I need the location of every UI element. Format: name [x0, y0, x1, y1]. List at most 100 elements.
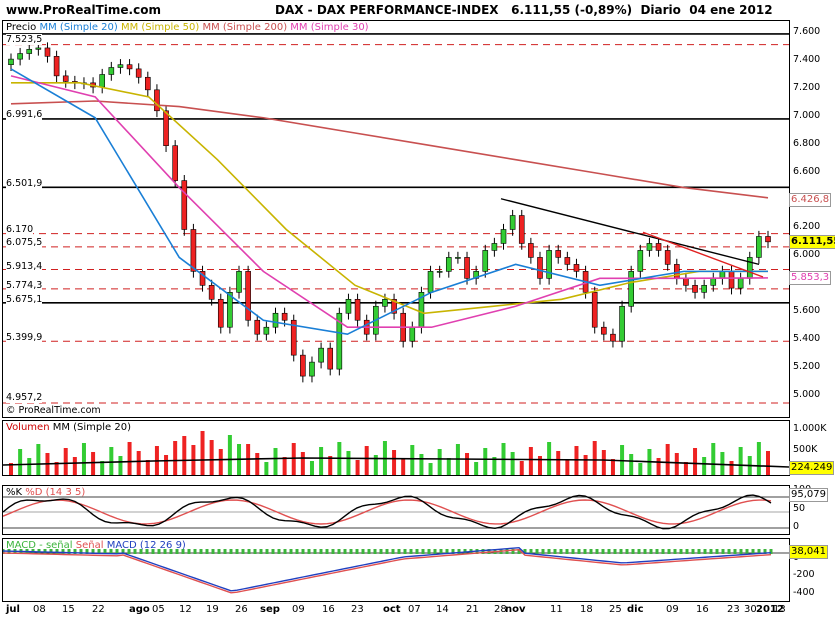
macd-histogram-bar [595, 549, 599, 554]
macd-histogram-bar [121, 549, 125, 554]
candle-body [427, 271, 434, 293]
x-tick-label: jul [6, 604, 20, 615]
last-price-tag: 6.111,55 [789, 235, 835, 249]
legend-k: %K [6, 487, 23, 498]
macd-histogram-bar [247, 549, 251, 554]
stochastic-panel[interactable]: %K %D (14 3 5) [2, 485, 790, 535]
legend-d: %D [25, 487, 43, 498]
volume-bar [583, 455, 588, 475]
candle-body [509, 215, 516, 230]
macd-chart [3, 546, 789, 594]
macd-histogram-bar [613, 549, 617, 554]
macd-histogram-bar [235, 549, 239, 554]
volume-bar [346, 451, 351, 475]
volume-bar [483, 448, 488, 475]
volume-bar [510, 452, 515, 475]
macd-histogram-bar [721, 549, 725, 554]
candle-body [573, 264, 580, 272]
macd-histogram-bar [211, 549, 215, 554]
sma200-line [10, 100, 769, 199]
macd-histogram-bar [91, 549, 95, 554]
macd-histogram-bar [601, 549, 605, 554]
candle-body [99, 74, 106, 88]
legend-price: Precio [6, 22, 37, 33]
macd-histogram-bar [523, 549, 527, 554]
x-tick-label: ago [129, 604, 150, 615]
candle-body [354, 298, 361, 321]
macd-panel[interactable]: MACD - señal Señal MACD (12 26 9) [2, 538, 790, 602]
x-tick-label: oct [383, 604, 401, 615]
volume-bar [355, 460, 360, 475]
macd-histogram-bar [541, 549, 545, 554]
macd-line [3, 546, 772, 592]
volume-bar [729, 461, 734, 475]
volume-bar [683, 462, 688, 475]
volume-bar [173, 441, 178, 475]
level-label: 5.675,1 [6, 294, 43, 305]
level-label: 7.523,5 [6, 34, 43, 45]
macd-histogram-bar [109, 549, 113, 554]
macd-histogram-bar [187, 549, 191, 554]
candle-body [318, 347, 324, 363]
sma30-line [10, 75, 769, 329]
macd-histogram-bar [169, 549, 173, 554]
macd-histogram-bar [253, 549, 257, 554]
level-label: 6.075,5 [6, 237, 43, 248]
volume-chart [3, 431, 789, 475]
legend-macd: MACD [106, 540, 137, 551]
candle-body [528, 243, 534, 258]
x-tick-label: 26 [235, 604, 248, 615]
level-label: 4.957,2 [6, 392, 43, 403]
x-tick-label: 08 [33, 604, 46, 615]
stochastic-chart [3, 494, 789, 530]
macd-histogram-bar [553, 549, 557, 554]
volume-bar [465, 453, 470, 475]
candle-body [482, 250, 489, 272]
macd-histogram-bar [379, 549, 383, 554]
volume-bar [100, 461, 105, 475]
macd-histogram-bar [697, 549, 701, 554]
volume-bar [109, 447, 114, 475]
x-tick-label: 16 [322, 604, 335, 615]
volume-bar [63, 448, 68, 475]
macd-histogram-bar [733, 549, 737, 554]
candle-body [345, 298, 352, 314]
candle-body [145, 76, 151, 91]
macd-histogram-bar [715, 549, 719, 554]
macd-histogram-bar [727, 549, 731, 554]
macd-histogram-bar [661, 549, 665, 554]
candle-body [163, 110, 169, 146]
volume-bar [182, 436, 187, 475]
volume-bar [474, 462, 479, 475]
macd-histogram-bar [439, 549, 443, 554]
macd-histogram-bar [739, 549, 743, 554]
price-panel[interactable]: Precio MM (Simple 20) MM (Simple 50) MM … [2, 20, 790, 418]
price-tick-label: 5.000 [793, 389, 821, 401]
macd-histogram-bar [391, 549, 395, 554]
volume-bar [218, 449, 223, 475]
volume-bar [528, 447, 533, 475]
volume-bar [492, 457, 497, 475]
macd-histogram-bar [283, 549, 287, 554]
candle-body [628, 271, 634, 307]
macd-histogram-bar [301, 549, 305, 554]
site-name[interactable]: www.ProRealTime.com [6, 3, 161, 17]
volume-tick: 1.000K [793, 423, 827, 434]
candle-body [217, 298, 224, 328]
volume-bar [437, 449, 442, 475]
x-tick-label: 07 [408, 604, 421, 615]
macd-histogram-bar [745, 549, 749, 554]
volume-panel[interactable]: Volumen MM (Simple 20) [2, 420, 790, 476]
stochastic-legend: %K %D (14 3 5) [6, 487, 85, 498]
macd-histogram-bar [85, 549, 89, 554]
trendline [642, 231, 764, 278]
candle-body [126, 64, 133, 70]
volume-bar [556, 451, 561, 475]
macd-histogram-bar [343, 549, 347, 554]
price-tick-label: 7.200 [793, 81, 821, 93]
macd-signal-line [3, 548, 772, 594]
macd-histogram-bar [61, 549, 65, 554]
macd-histogram-bar [79, 549, 83, 554]
candle-body [619, 305, 625, 342]
x-tick-label: 23 [351, 604, 364, 615]
